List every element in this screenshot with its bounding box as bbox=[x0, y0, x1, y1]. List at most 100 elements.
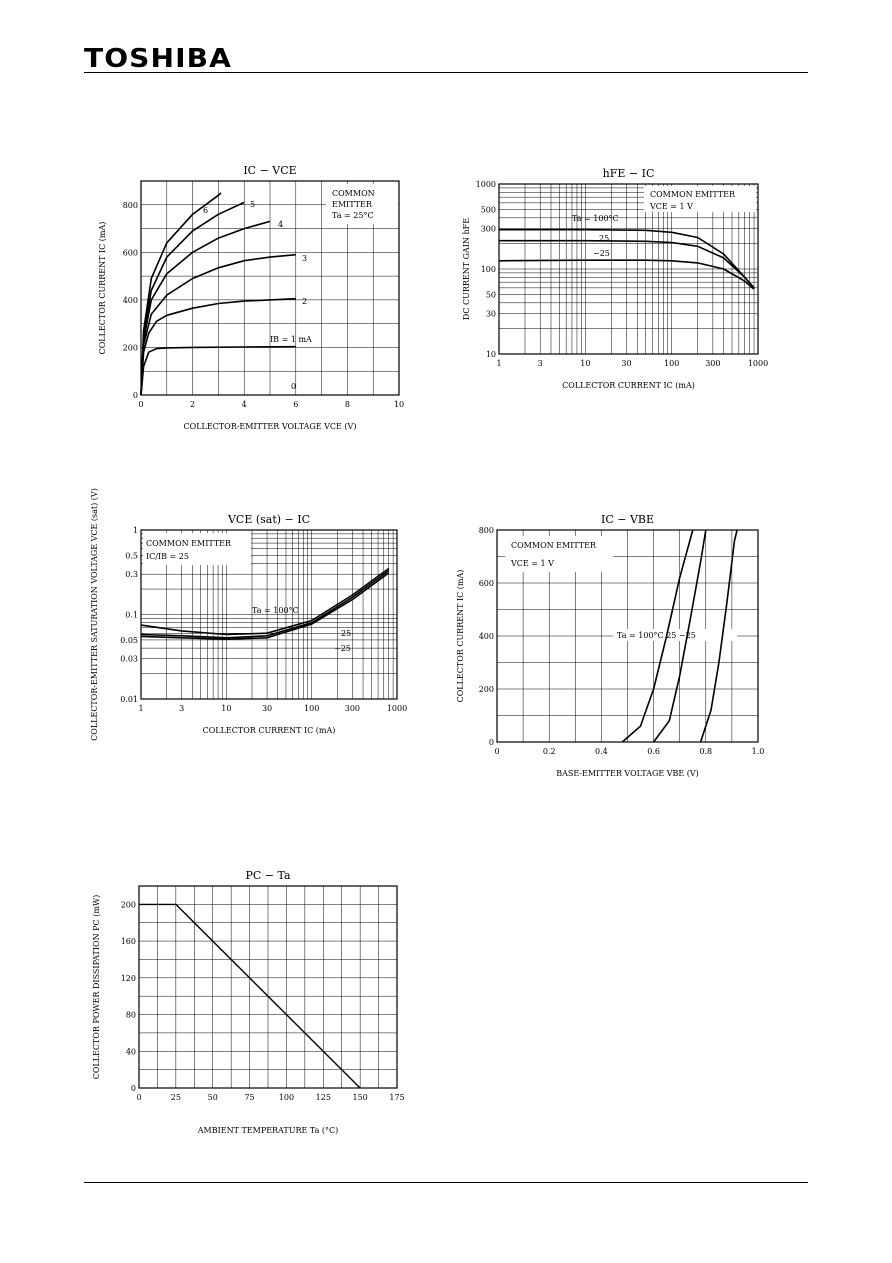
x-tick-label: 1 bbox=[496, 359, 501, 368]
x-tick-label: 100 bbox=[304, 704, 319, 713]
x-tick-label: 25 bbox=[171, 1093, 181, 1102]
y-tick-label: 200 bbox=[121, 900, 136, 909]
annotation-box bbox=[644, 186, 756, 212]
curve-label: 3 bbox=[302, 254, 307, 263]
y-tick-label: 800 bbox=[479, 526, 494, 535]
curve-label: 6 bbox=[203, 206, 208, 215]
chart-title: IC − VCE bbox=[243, 164, 296, 177]
chart-annotation: COMMON bbox=[332, 189, 375, 198]
y-tick-label: 80 bbox=[126, 1011, 136, 1020]
y-axis-label: COLLECTOR-EMITTER SATURATION VOLTAGE VCE… bbox=[90, 488, 99, 741]
chart-title: IC − VBE bbox=[601, 513, 654, 526]
y-tick-label: 10 bbox=[486, 350, 496, 359]
curve-label: 5 bbox=[250, 200, 255, 209]
annotation-box bbox=[326, 184, 398, 224]
y-tick-label: 0 bbox=[131, 1084, 136, 1093]
curve-label: Ta = 100°C 25 −25 bbox=[617, 631, 696, 640]
series-line bbox=[140, 572, 390, 640]
series-line bbox=[140, 345, 296, 396]
y-tick-label: 400 bbox=[123, 296, 138, 305]
y-tick-label: 0.1 bbox=[125, 611, 138, 620]
series-line bbox=[140, 297, 296, 396]
x-tick-label: 1.0 bbox=[752, 747, 765, 756]
x-tick-label: 6 bbox=[293, 400, 298, 409]
x-tick-label: 125 bbox=[316, 1093, 331, 1102]
y-tick-label: 0.5 bbox=[125, 551, 138, 560]
y-axis-label: COLLECTOR CURRENT IC (mA) bbox=[456, 570, 465, 703]
y-tick-label: 1 bbox=[133, 526, 138, 535]
curve-label: Ta = 100°C bbox=[252, 606, 299, 615]
y-tick-label: 0 bbox=[489, 738, 494, 747]
series-line bbox=[652, 529, 707, 743]
x-tick-label: 0.6 bbox=[647, 747, 660, 756]
series-line bbox=[499, 239, 755, 289]
chart-title: PC − Ta bbox=[245, 869, 291, 882]
x-axis-label: COLLECTOR CURRENT IC (mA) bbox=[562, 381, 695, 390]
y-axis-label: COLLECTOR POWER DISSIPATION PC (mW) bbox=[92, 895, 101, 1080]
x-tick-label: 0 bbox=[136, 1093, 141, 1102]
chart-vcesat-ic: 1 3 10 30 100 300 1000 0.01 0.03 0.05 0.1 0.3 0.5 1 VC… bbox=[90, 488, 407, 741]
y-tick-label: 160 bbox=[121, 937, 136, 946]
x-axis-label: AMBIENT TEMPERATURE Ta (°C) bbox=[197, 1126, 339, 1135]
curve-label: 2 bbox=[302, 297, 307, 306]
x-tick-label: 0.2 bbox=[543, 747, 556, 756]
x-tick-label: 1 bbox=[138, 704, 143, 713]
x-tick-label: 0.8 bbox=[699, 747, 712, 756]
series-line bbox=[621, 529, 694, 743]
x-tick-label: 1000 bbox=[748, 359, 768, 368]
x-tick-label: 10 bbox=[394, 400, 404, 409]
x-tick-label: 0.4 bbox=[595, 747, 608, 756]
x-tick-label: 10 bbox=[221, 704, 231, 713]
series-line bbox=[699, 529, 738, 743]
x-tick-label: 100 bbox=[279, 1093, 294, 1102]
chart-hfe-ic: 1 3 10 30 100 300 1000 10 30 50 100 300 500 1000 hFE −… bbox=[462, 167, 768, 390]
x-tick-label: 0 bbox=[138, 400, 143, 409]
x-tick-label: 4 bbox=[242, 400, 247, 409]
y-tick-label: 40 bbox=[126, 1047, 136, 1056]
y-tick-label: 1000 bbox=[476, 180, 496, 189]
y-tick-label: 30 bbox=[486, 309, 496, 318]
y-tick-label: 0 bbox=[133, 391, 138, 400]
x-tick-label: 30 bbox=[621, 359, 631, 368]
y-tick-label: 0.3 bbox=[125, 570, 138, 579]
y-tick-label: 600 bbox=[479, 579, 494, 588]
x-tick-label: 3 bbox=[179, 704, 184, 713]
x-axis-label: BASE-EMITTER VOLTAGE VBE (V) bbox=[556, 769, 699, 778]
curve-label: 25 bbox=[599, 234, 609, 243]
chart-annotation: VCE = 1 V bbox=[510, 559, 554, 568]
annotation-box bbox=[613, 629, 737, 641]
annotation-box bbox=[505, 536, 613, 572]
curve-label: IB = 1 mA bbox=[270, 335, 312, 344]
curve-label: −25 bbox=[593, 249, 610, 258]
chart-annotation: COMMON EMITTER bbox=[511, 541, 597, 550]
x-tick-label: 10 bbox=[580, 359, 590, 368]
chart-annotation: IC/IB = 25 bbox=[146, 552, 189, 561]
x-axis-label: COLLECTOR CURRENT IC (mA) bbox=[203, 726, 336, 735]
y-axis-label: COLLECTOR CURRENT IC (mA) bbox=[98, 222, 107, 355]
x-tick-label: 2 bbox=[190, 400, 195, 409]
y-tick-label: 200 bbox=[479, 685, 494, 694]
x-tick-label: 8 bbox=[345, 400, 350, 409]
chart-title: hFE − IC bbox=[603, 167, 655, 180]
y-tick-label: 800 bbox=[123, 201, 138, 210]
chart-annotation: Ta = 25°C bbox=[332, 211, 374, 220]
footer-rule bbox=[84, 1182, 808, 1183]
x-axis-label: COLLECTOR-EMITTER VOLTAGE VCE (V) bbox=[184, 422, 357, 431]
curve-label: 0 bbox=[291, 382, 296, 391]
x-tick-label: 300 bbox=[705, 359, 720, 368]
x-tick-label: 50 bbox=[208, 1093, 218, 1102]
chart-ic-vbe: 0 0.2 0.4 0.6 0.8 1.0 0 200 400 600 800 IC − VBE BAS… bbox=[456, 513, 764, 778]
curve-label: Ta = 100°C bbox=[572, 214, 619, 223]
x-tick-label: 175 bbox=[389, 1093, 404, 1102]
y-tick-label: 0.01 bbox=[120, 695, 138, 704]
series-line bbox=[140, 567, 390, 636]
chart-title: VCE (sat) − IC bbox=[227, 513, 310, 526]
x-tick-label: 75 bbox=[244, 1093, 254, 1102]
x-tick-label: 30 bbox=[262, 704, 272, 713]
x-tick-label: 150 bbox=[353, 1093, 368, 1102]
chart-annotation: COMMON EMITTER bbox=[650, 190, 736, 199]
y-tick-label: 50 bbox=[486, 291, 496, 300]
chart-ic-vce: 0 2 4 6 8 10 0 200 400 600 800 IC − VCE COLLECTOR-EM… bbox=[98, 164, 404, 431]
x-tick-label: 1000 bbox=[387, 704, 407, 713]
